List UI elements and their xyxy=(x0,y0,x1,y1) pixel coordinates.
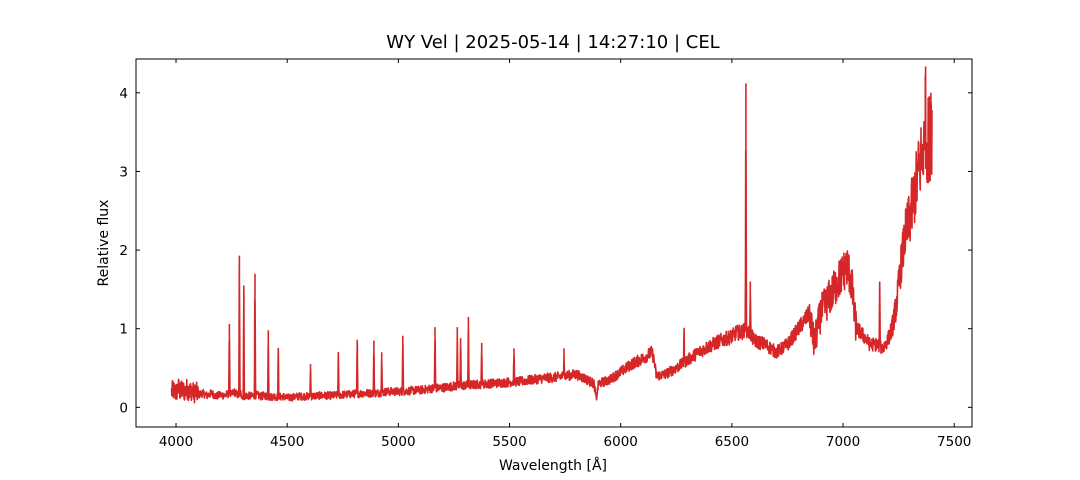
y-tick-label: 1 xyxy=(119,322,128,338)
y-axis-label: Relative flux xyxy=(96,200,112,287)
x-tick-label: 4500 xyxy=(270,434,304,450)
chart-title: WY Vel | 2025-05-14 | 14:27:10 | CEL xyxy=(386,32,719,53)
x-tick-label: 4000 xyxy=(159,434,193,450)
x-tick-label: 6500 xyxy=(715,434,749,450)
spectrum-line xyxy=(170,66,933,404)
y-tick-label: 0 xyxy=(119,400,128,416)
y-tick-label: 2 xyxy=(119,243,128,259)
x-tick-label: 6000 xyxy=(604,434,638,450)
plot-frame xyxy=(135,58,973,428)
y-tick-label: 3 xyxy=(119,164,128,180)
x-tick-label: 5500 xyxy=(492,434,526,450)
x-tick-label: 5000 xyxy=(381,434,415,450)
x-tick-label: 7000 xyxy=(826,434,860,450)
x-axis-label: Wavelength [Å] xyxy=(499,457,607,474)
plot-area xyxy=(170,66,933,404)
x-tick-label: 7500 xyxy=(937,434,971,450)
y-tick-label: 4 xyxy=(119,86,128,102)
